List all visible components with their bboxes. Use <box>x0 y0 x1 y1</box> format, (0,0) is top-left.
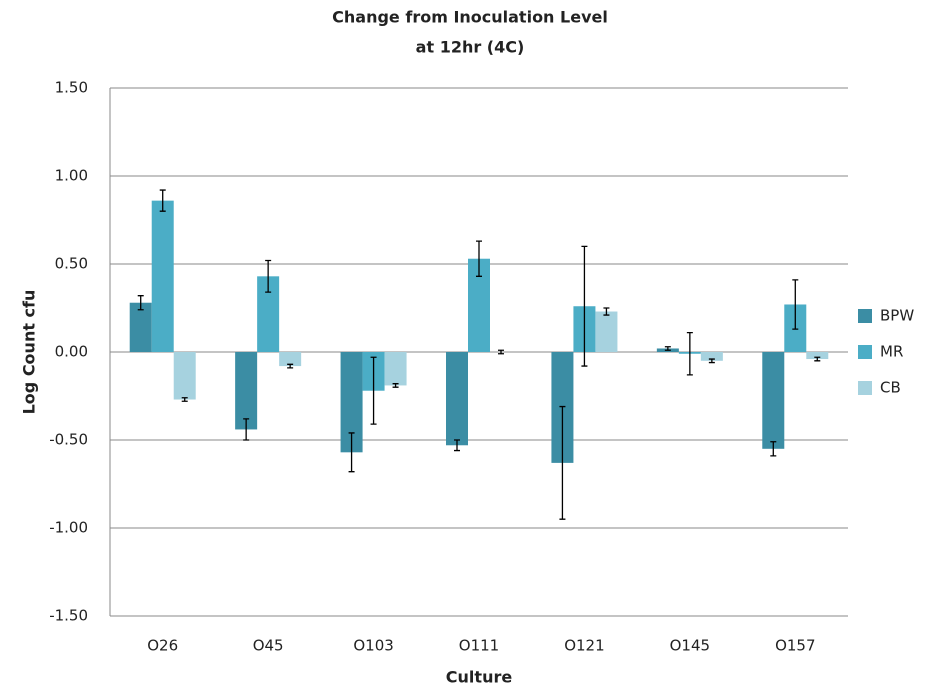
y-axis-label: Log Count cfu <box>20 290 39 415</box>
bar <box>468 258 490 352</box>
error-bar <box>603 307 610 316</box>
legend-swatch <box>858 381 872 395</box>
y-tick-label: 0.50 <box>55 255 88 273</box>
error-bar <box>287 363 294 369</box>
x-tick-label: O26 <box>147 637 178 655</box>
y-tick-label: 1.50 <box>55 79 88 97</box>
x-axis-label: Culture <box>446 668 513 687</box>
bar <box>384 352 407 386</box>
legend-label: CB <box>880 379 901 397</box>
bar <box>173 352 196 400</box>
bar <box>151 200 174 352</box>
y-tick-label: -1.50 <box>49 607 88 625</box>
y-tick-label: 1.00 <box>55 167 88 185</box>
legend-label: MR <box>880 343 903 361</box>
chart-title: Change from Inoculation Level <box>332 8 608 27</box>
error-bar <box>664 346 671 351</box>
bar <box>806 352 829 360</box>
x-tick-label: O45 <box>253 637 284 655</box>
x-tick-label: O157 <box>775 637 815 655</box>
bar <box>235 352 258 430</box>
error-bar <box>159 189 166 212</box>
x-tick-label: O103 <box>353 637 393 655</box>
error-bar <box>181 397 188 402</box>
chart-title: at 12hr (4C) <box>416 38 525 57</box>
error-bar <box>559 405 566 520</box>
legend-swatch <box>858 309 872 323</box>
bar <box>340 352 363 453</box>
y-tick-label: -1.00 <box>49 519 88 537</box>
error-bar <box>454 439 460 452</box>
legend-label: BPW <box>880 307 914 325</box>
error-bar <box>243 418 250 441</box>
bar <box>446 352 468 446</box>
x-tick-label: O145 <box>670 637 710 655</box>
x-tick-label: O111 <box>459 637 499 655</box>
error-bar <box>137 295 144 311</box>
legend-swatch <box>858 345 872 359</box>
error-bar <box>265 259 272 293</box>
error-bar <box>581 245 588 367</box>
bar <box>700 352 723 361</box>
bar <box>595 311 618 352</box>
error-bar <box>392 383 399 388</box>
error-bar <box>498 349 504 355</box>
y-tick-label: -0.50 <box>49 431 88 449</box>
bar <box>257 276 280 352</box>
x-tick-label: O121 <box>564 637 604 655</box>
bar <box>279 352 302 367</box>
error-bar <box>686 331 693 376</box>
bar <box>762 352 785 449</box>
y-tick-label: 0.00 <box>55 343 88 361</box>
error-bar <box>370 356 377 425</box>
error-bar <box>708 358 715 364</box>
error-bar <box>792 279 799 330</box>
error-bar <box>476 240 482 277</box>
error-bar <box>814 356 821 362</box>
bar <box>129 302 152 352</box>
error-bar <box>348 432 355 473</box>
error-bar <box>770 441 777 457</box>
